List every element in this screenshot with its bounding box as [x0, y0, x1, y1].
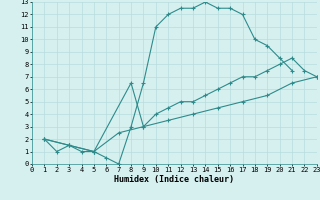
X-axis label: Humidex (Indice chaleur): Humidex (Indice chaleur): [115, 175, 234, 184]
